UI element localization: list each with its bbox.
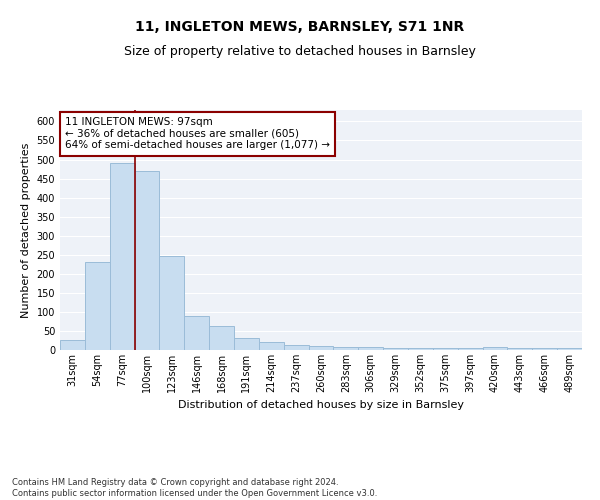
- Bar: [259, 342, 284, 350]
- Text: Contains HM Land Registry data © Crown copyright and database right 2024.
Contai: Contains HM Land Registry data © Crown c…: [12, 478, 377, 498]
- Bar: [334, 346, 358, 350]
- Text: 11, INGLETON MEWS, BARNSLEY, S71 1NR: 11, INGLETON MEWS, BARNSLEY, S71 1NR: [136, 20, 464, 34]
- Bar: [308, 346, 334, 350]
- Bar: [134, 171, 160, 350]
- Bar: [110, 164, 134, 350]
- Bar: [234, 338, 259, 350]
- Bar: [458, 348, 482, 350]
- Bar: [532, 348, 557, 350]
- Bar: [383, 348, 408, 350]
- Bar: [160, 256, 184, 350]
- Bar: [508, 348, 532, 350]
- Bar: [284, 345, 308, 350]
- Bar: [408, 348, 433, 350]
- Text: 11 INGLETON MEWS: 97sqm
← 36% of detached houses are smaller (605)
64% of semi-d: 11 INGLETON MEWS: 97sqm ← 36% of detache…: [65, 117, 330, 150]
- Bar: [60, 340, 85, 350]
- Y-axis label: Number of detached properties: Number of detached properties: [21, 142, 31, 318]
- Bar: [85, 262, 110, 350]
- Bar: [209, 326, 234, 350]
- X-axis label: Distribution of detached houses by size in Barnsley: Distribution of detached houses by size …: [178, 400, 464, 410]
- Bar: [557, 348, 582, 350]
- Bar: [358, 348, 383, 350]
- Text: Size of property relative to detached houses in Barnsley: Size of property relative to detached ho…: [124, 45, 476, 58]
- Bar: [184, 316, 209, 350]
- Bar: [482, 348, 508, 350]
- Bar: [433, 348, 458, 350]
